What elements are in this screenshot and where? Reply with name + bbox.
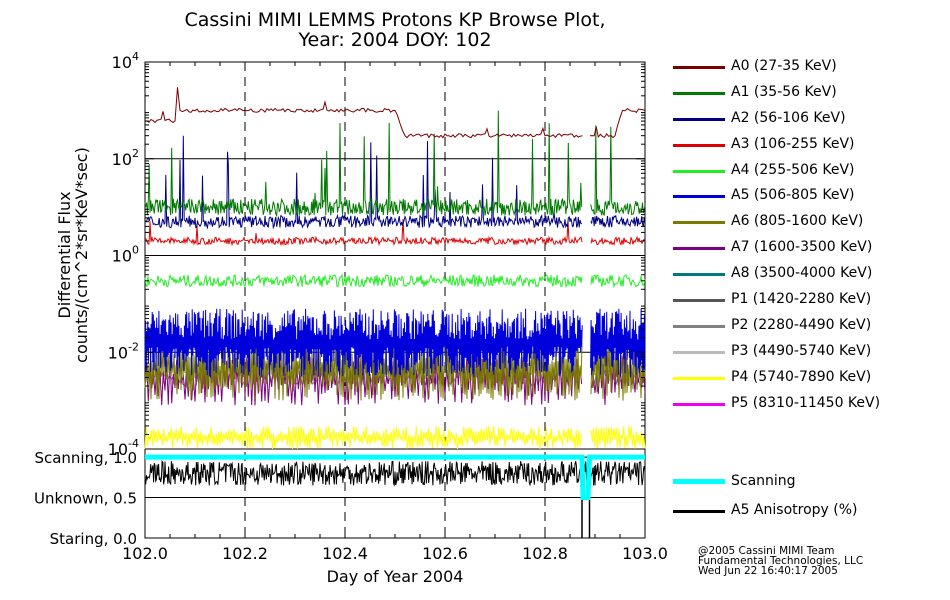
legend-label-anisotropy: A5 Anisotropy (%): [731, 502, 858, 518]
legend-label-a5: A5 (506-805 KeV): [731, 187, 855, 204]
y-axis-title-line2: counts/(cm^2*sr*KeV*sec): [72, 147, 91, 363]
plot-title-line2: Year: 2004 DOY: 102: [298, 29, 492, 51]
series-a5: [144, 308, 583, 378]
series-a1: [590, 125, 646, 216]
legend-label-p4: P4 (5740-7890 KeV): [731, 368, 872, 385]
y-tick-label: 10-2: [108, 340, 139, 362]
legend-swatch-a3: [673, 143, 725, 147]
legend-swatch-p2: [673, 324, 725, 328]
legend-swatch-p3: [673, 350, 725, 354]
series-a2: [144, 135, 583, 230]
credits: @2005 Cassini MIMI Team Fundamental Tech…: [698, 545, 864, 577]
legend-label-a1: A1 (35-56 KeV): [731, 83, 837, 100]
legend-label-scanning: Scanning: [731, 473, 796, 489]
series-a4: [590, 274, 646, 289]
legend-label-a7: A7 (1600-3500 KeV): [731, 239, 873, 256]
legend-swatch-scanning: [673, 479, 725, 484]
x-tick-label: 102.4: [322, 544, 368, 563]
x-tick-label: 102.8: [522, 544, 568, 563]
legend-swatch-a0: [673, 66, 725, 69]
y-tick-label: 100: [112, 244, 139, 266]
scanning-y-label: Scanning, 1.0: [34, 449, 137, 467]
x-axis-title: Day of Year 2004: [327, 567, 464, 586]
series-a0: [589, 107, 646, 139]
series-a1: [144, 110, 583, 218]
x-tick-label: 102.2: [222, 544, 268, 563]
legend-swatch-a6: [673, 221, 725, 225]
x-tick-label: 103.0: [622, 544, 668, 563]
legend-label-p1: P1 (1420-2280 KeV): [731, 291, 872, 308]
series-anisotropy: [144, 459, 582, 487]
plot-title-line1: Cassini MIMI LEMMS Protons KP Browse Plo…: [184, 9, 606, 31]
legend-swatch-p4: [673, 376, 725, 380]
legend-swatch-p1: [673, 299, 725, 303]
legend-swatch-a5: [673, 195, 725, 199]
legend-swatch-a1: [673, 91, 725, 95]
x-tick-label: 102.6: [422, 544, 468, 563]
y-tick-label: 10-4: [108, 437, 139, 459]
series-a2: [590, 214, 646, 228]
series-scanning: [145, 454, 645, 500]
legend-label-a4: A4 (255-506 KeV): [731, 161, 855, 178]
legend-label-p5: P5 (8310-11450 KeV): [731, 394, 881, 411]
legend-swatch-a8: [673, 273, 725, 277]
legend-label-a6: A6 (805-1600 KeV): [731, 213, 864, 230]
legend-swatch-anisotropy: [673, 510, 725, 513]
legend-label-a8: A8 (3500-4000 KeV): [731, 265, 873, 282]
y-tick-label: 102: [112, 147, 139, 169]
series-a4: [144, 273, 583, 288]
scanning-y-label: Staring, 0.0: [50, 530, 137, 548]
series-p4: [590, 426, 646, 449]
series-anisotropy: [589, 461, 646, 486]
legend-label-a3: A3 (106-255 KeV): [731, 135, 855, 152]
scanning-panel-frame: [144, 448, 646, 539]
x-tick-label: 102.0: [122, 544, 168, 563]
legend-label-a0: A0 (27-35 KeV): [731, 58, 837, 74]
legend-label-p2: P2 (2280-4490 KeV): [731, 316, 872, 333]
credit-line-1: @2005 Cassini MIMI Team: [698, 545, 835, 557]
legend-swatch-a2: [673, 117, 725, 121]
legend-label-p3: P3 (4490-5740 KeV): [731, 342, 872, 359]
credit-line-3: Wed Jun 22 16:40:17 2005: [698, 565, 838, 577]
series-a3: [144, 218, 583, 247]
series-p4: [144, 425, 582, 450]
series-a3: [590, 235, 646, 246]
legend-swatch-a4: [673, 169, 725, 173]
scanning-y-label: Unknown, 0.5: [34, 490, 137, 508]
legend-label-a2: A2 (56-106 KeV): [731, 109, 846, 126]
y-axis-title-line1: Differential Flux: [55, 191, 74, 318]
legend-swatch-p5: [673, 402, 725, 406]
series-a5: [590, 308, 646, 378]
legend-swatch-a7: [673, 247, 725, 251]
credit-line-2: Fundamental Technologies, LLC: [698, 555, 864, 567]
y-tick-label: 104: [112, 50, 139, 72]
series-a0: [144, 87, 583, 139]
